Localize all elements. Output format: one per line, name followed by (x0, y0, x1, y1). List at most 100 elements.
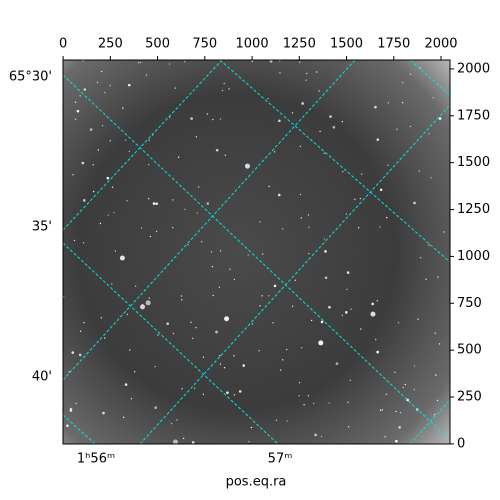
star (323, 238, 326, 240)
star (149, 235, 152, 238)
star (184, 208, 186, 211)
star (329, 115, 332, 118)
star (278, 119, 281, 123)
star (398, 426, 401, 429)
star (122, 416, 125, 418)
star (379, 188, 383, 192)
star (177, 156, 180, 158)
star (134, 371, 136, 373)
star (137, 62, 140, 64)
star (341, 314, 344, 317)
star (315, 71, 318, 73)
star (299, 145, 302, 148)
star (318, 340, 324, 346)
wcs-dec-label: 40' (32, 370, 52, 385)
star (197, 186, 200, 188)
x-tick-label: 250 (98, 37, 123, 52)
star (219, 250, 222, 252)
star (387, 102, 390, 104)
star (122, 107, 124, 109)
star (251, 60, 254, 62)
grid-line (63, 414, 96, 444)
star (428, 244, 430, 246)
star (74, 101, 77, 104)
star (223, 367, 226, 369)
star (223, 82, 225, 85)
y-tick-label: 250 (457, 390, 482, 405)
wcs-dec-label: 35' (32, 220, 52, 235)
star (404, 383, 407, 386)
star (109, 139, 111, 142)
star (104, 337, 106, 339)
y-tick-label: 1000 (457, 249, 490, 264)
star (212, 118, 214, 121)
star (79, 330, 82, 332)
star (221, 89, 224, 92)
star (395, 439, 398, 443)
star (346, 271, 350, 274)
star (183, 60, 186, 63)
star (210, 251, 213, 253)
star (172, 199, 174, 201)
star (76, 109, 80, 113)
star (196, 212, 199, 214)
star (402, 386, 404, 389)
star (82, 199, 86, 202)
star (145, 74, 148, 76)
star (303, 404, 305, 406)
star (82, 242, 85, 244)
star (99, 222, 102, 225)
star (247, 254, 249, 256)
star (428, 133, 430, 135)
x-tick-label: 1000 (236, 37, 269, 52)
star (308, 226, 310, 229)
star (73, 239, 76, 242)
star (111, 283, 113, 285)
star (396, 128, 398, 130)
star (250, 426, 253, 429)
star (307, 214, 310, 216)
star (79, 95, 81, 97)
star (152, 202, 156, 205)
star (359, 197, 362, 200)
star (233, 278, 236, 281)
star (244, 163, 250, 169)
star (298, 395, 300, 397)
star (218, 286, 221, 289)
star (313, 402, 315, 405)
star (100, 317, 103, 319)
star (269, 60, 273, 63)
star (166, 322, 170, 325)
star (191, 441, 195, 444)
star (114, 250, 117, 252)
star (182, 437, 185, 440)
star (386, 216, 388, 219)
star (374, 105, 377, 109)
star (130, 398, 133, 400)
star (360, 173, 363, 175)
star (350, 308, 352, 310)
star (418, 170, 421, 172)
star (172, 226, 174, 229)
stars (63, 60, 445, 444)
star (224, 154, 227, 157)
star (335, 362, 339, 365)
star (443, 231, 445, 233)
star (397, 322, 400, 324)
star (299, 61, 301, 63)
star (314, 433, 317, 437)
y-tick-label: 1250 (457, 202, 490, 217)
star (376, 138, 380, 141)
star (96, 81, 99, 84)
star (100, 70, 103, 73)
star (261, 295, 263, 297)
y-tick-label: 500 (457, 343, 482, 358)
star (347, 426, 350, 428)
star (286, 348, 288, 351)
star (202, 356, 205, 358)
star (78, 353, 82, 357)
star (286, 420, 288, 422)
star (394, 371, 396, 374)
star (206, 113, 209, 115)
star (402, 81, 404, 84)
